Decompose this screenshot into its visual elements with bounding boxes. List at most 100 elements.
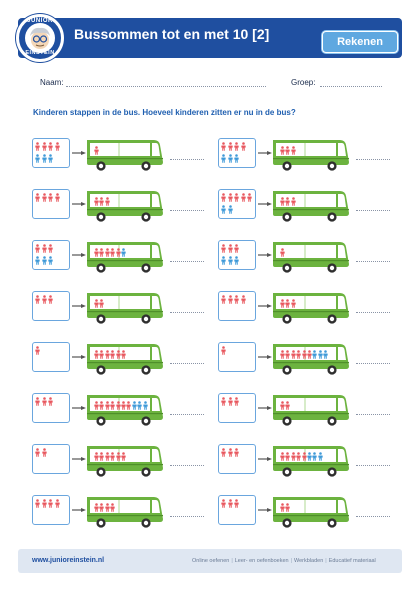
answer-field[interactable] bbox=[356, 312, 390, 313]
answer-field[interactable] bbox=[356, 516, 390, 517]
answer-field[interactable] bbox=[356, 465, 390, 466]
group-field[interactable] bbox=[320, 86, 382, 87]
child-figure-icon bbox=[296, 350, 301, 359]
child-figure-icon bbox=[94, 401, 99, 410]
child-figure-icon bbox=[104, 401, 110, 410]
child-figure-icon bbox=[94, 350, 99, 359]
exercise-item bbox=[218, 240, 398, 273]
child-figure-icon bbox=[115, 452, 121, 461]
child-figure-icon bbox=[99, 401, 105, 410]
child-figure-icon bbox=[54, 499, 60, 508]
bus-icon bbox=[272, 240, 350, 274]
child-figure-icon bbox=[121, 401, 126, 410]
child-figure-icon bbox=[307, 452, 312, 461]
child-figure-icon bbox=[121, 350, 126, 359]
child-figure-icon bbox=[115, 248, 121, 257]
answer-field[interactable] bbox=[170, 363, 204, 364]
answer-field[interactable] bbox=[170, 516, 204, 517]
footer-link-books[interactable]: Leer- en oefenboeken bbox=[234, 558, 289, 564]
answer-field[interactable] bbox=[170, 210, 204, 211]
exercise-item bbox=[32, 189, 212, 222]
child-figure-icon bbox=[99, 350, 105, 359]
answer-field[interactable] bbox=[170, 312, 204, 313]
logo-face-circle bbox=[25, 23, 55, 53]
answer-field[interactable] bbox=[356, 261, 390, 262]
child-figure-icon bbox=[35, 256, 40, 265]
answer-field[interactable] bbox=[356, 159, 390, 160]
child-figure-icon bbox=[142, 401, 148, 410]
waiting-children-box bbox=[32, 240, 70, 270]
child-figure-icon bbox=[312, 350, 318, 359]
arrow-right-icon bbox=[258, 253, 272, 257]
child-figure-icon bbox=[104, 350, 110, 359]
footer-links: Online oefenen | Leer- en oefenboeken | Werk… bbox=[192, 558, 376, 564]
child-figure-icon bbox=[227, 499, 233, 508]
name-field[interactable] bbox=[66, 86, 266, 87]
footer-link-worksheets[interactable]: Werkbladen bbox=[294, 558, 324, 564]
child-figure-icon bbox=[104, 197, 110, 206]
exercise-item bbox=[32, 495, 212, 528]
footer-link-materials[interactable]: Educatief materiaal bbox=[328, 558, 376, 564]
page-title: Bussommen tot en met 10 [2] bbox=[74, 26, 270, 42]
bus-icon bbox=[272, 393, 350, 427]
child-figure-icon bbox=[48, 142, 53, 151]
child-figure-icon bbox=[110, 401, 115, 410]
child-figure-icon bbox=[221, 295, 226, 304]
child-figure-icon bbox=[234, 448, 239, 457]
answer-field[interactable] bbox=[170, 261, 204, 262]
child-figure-icon bbox=[94, 503, 99, 512]
child-figure-icon bbox=[94, 248, 99, 257]
child-figure-icon bbox=[48, 154, 53, 163]
child-figure-icon bbox=[227, 205, 233, 214]
answer-field[interactable] bbox=[356, 414, 390, 415]
waiting-children-box bbox=[218, 240, 256, 270]
answer-field[interactable] bbox=[170, 414, 204, 415]
junior-einstein-logo[interactable]: JUNIOR EINSTEIN bbox=[16, 14, 64, 62]
child-figure-icon bbox=[221, 397, 226, 406]
footer-link-online[interactable]: Online oefenen bbox=[192, 558, 230, 564]
child-figure-icon bbox=[290, 350, 296, 359]
child-figure-icon bbox=[240, 295, 246, 304]
subject-badge[interactable]: Rekenen bbox=[322, 31, 398, 53]
child-figure-icon bbox=[41, 448, 47, 457]
child-figure-icon bbox=[126, 401, 132, 410]
waiting-children-box bbox=[32, 393, 70, 423]
arrow-right-icon bbox=[72, 304, 86, 308]
child-figure-icon bbox=[221, 256, 226, 265]
child-figure-icon bbox=[41, 397, 47, 406]
group-label: Groep: bbox=[291, 78, 316, 87]
child-figure-icon bbox=[99, 248, 105, 257]
answer-field[interactable] bbox=[170, 159, 204, 160]
arrow-right-icon bbox=[258, 508, 272, 512]
child-figure-icon bbox=[121, 248, 126, 257]
child-figure-icon bbox=[290, 452, 296, 461]
footer-separator: | bbox=[325, 558, 327, 564]
child-figure-icon bbox=[121, 452, 126, 461]
waiting-children-box bbox=[32, 138, 70, 168]
child-figure-icon bbox=[301, 350, 307, 359]
waiting-children-box bbox=[218, 138, 256, 168]
einstein-face-icon bbox=[30, 27, 50, 49]
answer-field[interactable] bbox=[170, 465, 204, 466]
child-figure-icon bbox=[227, 244, 233, 253]
child-figure-icon bbox=[234, 244, 239, 253]
exercise-item bbox=[218, 444, 398, 477]
child-figure-icon bbox=[301, 452, 307, 461]
child-figure-icon bbox=[285, 350, 291, 359]
child-figure-icon bbox=[312, 452, 318, 461]
answer-field[interactable] bbox=[356, 363, 390, 364]
child-figure-icon bbox=[280, 248, 285, 257]
answer-field[interactable] bbox=[356, 210, 390, 211]
child-figure-icon bbox=[221, 448, 226, 457]
exercise-item bbox=[32, 291, 212, 324]
child-figure-icon bbox=[35, 154, 40, 163]
child-figure-icon bbox=[110, 350, 115, 359]
child-figure-icon bbox=[227, 256, 233, 265]
footer-url-link[interactable]: www.junioreinstein.nl bbox=[32, 557, 105, 564]
arrow-right-icon bbox=[72, 508, 86, 512]
child-figure-icon bbox=[280, 503, 285, 512]
child-figure-icon bbox=[285, 146, 291, 155]
child-figure-icon bbox=[285, 452, 291, 461]
arrow-right-icon bbox=[72, 457, 86, 461]
